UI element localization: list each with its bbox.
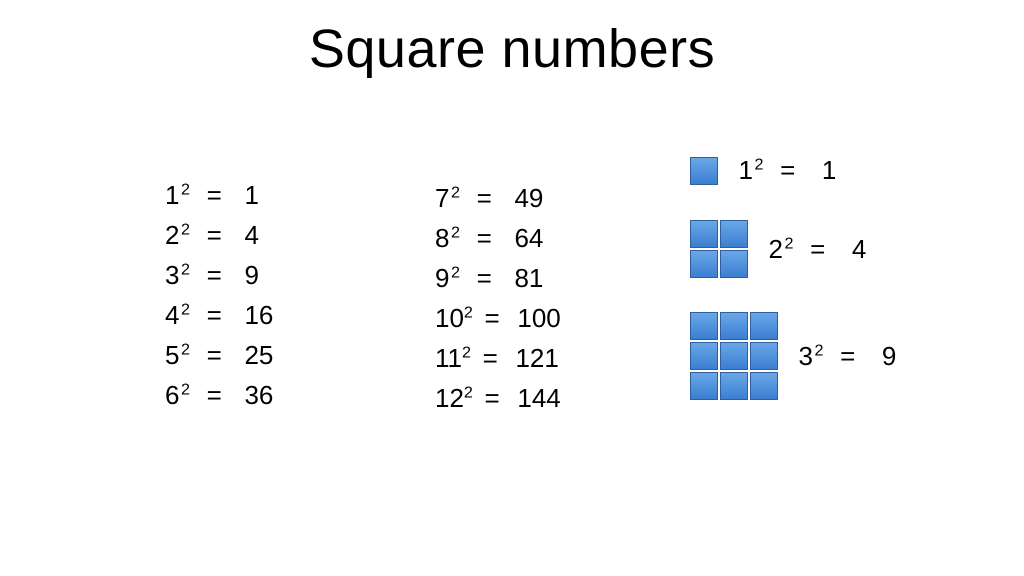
equals-sign: = [771, 155, 805, 186]
exponent: 2 [462, 343, 471, 361]
square-cell [750, 372, 778, 400]
equals-sign: = [467, 178, 501, 218]
exponent: 2 [451, 223, 460, 241]
square-diagrams: 12 = 1 22 = 4 32 = 9 [690, 155, 928, 434]
exponent: 2 [181, 260, 190, 278]
equals-sign: = [831, 341, 865, 372]
exponent: 2 [181, 380, 190, 398]
exponent: 2 [754, 155, 763, 173]
result-number: 9 [882, 341, 928, 372]
square-cell [720, 372, 748, 400]
equation-row: 22 = 4 [165, 215, 290, 255]
equals-sign: = [478, 338, 502, 378]
equation-row: 102 = 100 [435, 298, 563, 338]
equation-row: 122 = 144 [435, 378, 563, 418]
result-number: 36 [244, 375, 290, 415]
equals-sign: = [480, 378, 504, 418]
exponent: 2 [451, 183, 460, 201]
diagram-label: 22 = 4 [768, 234, 897, 265]
diagram-label: 32 = 9 [798, 341, 927, 372]
base-number: 4 [165, 295, 181, 335]
exponent: 2 [181, 300, 190, 318]
exponent: 2 [181, 180, 190, 198]
square-cell [690, 372, 718, 400]
result-number: 25 [244, 335, 290, 375]
result-number: 9 [244, 255, 290, 295]
result-number: 49 [514, 178, 560, 218]
square-cell [690, 250, 718, 278]
exponent: 2 [814, 341, 823, 359]
base-number: 1 [738, 155, 754, 186]
equals-sign: = [197, 295, 231, 335]
square-grid-2x2 [690, 220, 748, 278]
equation-row: 42 = 16 [165, 295, 290, 335]
exponent: 2 [784, 234, 793, 252]
result-number: 4 [244, 215, 290, 255]
square-cell [690, 157, 718, 185]
result-number: 100 [517, 298, 563, 338]
diagram-row-3: 32 = 9 [690, 312, 928, 400]
result-number: 121 [515, 338, 561, 378]
diagram-row-1: 12 = 1 [690, 155, 928, 186]
square-cell [720, 250, 748, 278]
base-number: 9 [435, 258, 451, 298]
result-number: 4 [852, 234, 898, 265]
diagram-row-2: 22 = 4 [690, 220, 928, 278]
result-number: 64 [514, 218, 560, 258]
equation-row: 32 = 9 [165, 255, 290, 295]
result-number: 81 [514, 258, 560, 298]
equation-row: 62 = 36 [165, 375, 290, 415]
equals-sign: = [197, 375, 231, 415]
square-grid-1x1 [690, 157, 718, 185]
result-number: 1 [244, 175, 290, 215]
result-number: 16 [244, 295, 290, 335]
equals-sign: = [467, 258, 501, 298]
exponent: 2 [181, 340, 190, 358]
base-number: 8 [435, 218, 451, 258]
equation-row: 72 = 49 [435, 178, 563, 218]
square-cell [720, 312, 748, 340]
equals-sign: = [197, 255, 231, 295]
square-cell [690, 220, 718, 248]
base-number: 12 [435, 378, 464, 418]
square-cell [720, 342, 748, 370]
squares-column-2: 72 = 49 82 = 64 92 = 81 102 = 100 112 = … [435, 178, 563, 418]
page-title: Square numbers [0, 18, 1024, 80]
equals-sign: = [480, 298, 504, 338]
base-number: 3 [798, 341, 814, 372]
square-cell [720, 220, 748, 248]
equals-sign: = [197, 175, 231, 215]
equation-row: 82 = 64 [435, 218, 563, 258]
result-number: 144 [517, 378, 563, 418]
equals-sign: = [801, 234, 835, 265]
equation-row: 92 = 81 [435, 258, 563, 298]
equation-row: 12 = 1 [165, 175, 290, 215]
equals-sign: = [197, 335, 231, 375]
base-number: 1 [165, 175, 181, 215]
base-number: 2 [768, 234, 784, 265]
squares-column-1: 12 = 1 22 = 4 32 = 9 42 = 16 52 = 25 62 … [165, 175, 290, 415]
square-cell [750, 312, 778, 340]
square-cell [690, 342, 718, 370]
base-number: 5 [165, 335, 181, 375]
exponent: 2 [464, 383, 473, 401]
result-number: 1 [822, 155, 868, 186]
square-cell [750, 342, 778, 370]
base-number: 10 [435, 298, 464, 338]
base-number: 6 [165, 375, 181, 415]
exponent: 2 [464, 303, 473, 321]
exponent: 2 [181, 220, 190, 238]
equation-row: 52 = 25 [165, 335, 290, 375]
equals-sign: = [467, 218, 501, 258]
base-number: 11 [435, 338, 462, 378]
diagram-label: 12 = 1 [738, 155, 867, 186]
base-number: 7 [435, 178, 451, 218]
exponent: 2 [451, 263, 460, 281]
equation-row: 112 = 121 [435, 338, 563, 378]
square-cell [690, 312, 718, 340]
equals-sign: = [197, 215, 231, 255]
square-grid-3x3 [690, 312, 778, 400]
base-number: 3 [165, 255, 181, 295]
base-number: 2 [165, 215, 181, 255]
